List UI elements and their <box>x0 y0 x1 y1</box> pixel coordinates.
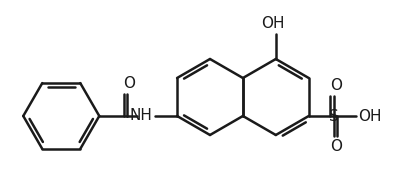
Text: NH: NH <box>129 108 152 124</box>
Text: O: O <box>123 76 135 91</box>
Text: S: S <box>329 108 339 124</box>
Text: OH: OH <box>261 16 284 31</box>
Text: O: O <box>330 78 342 93</box>
Text: O: O <box>330 139 342 154</box>
Text: OH: OH <box>358 108 381 124</box>
